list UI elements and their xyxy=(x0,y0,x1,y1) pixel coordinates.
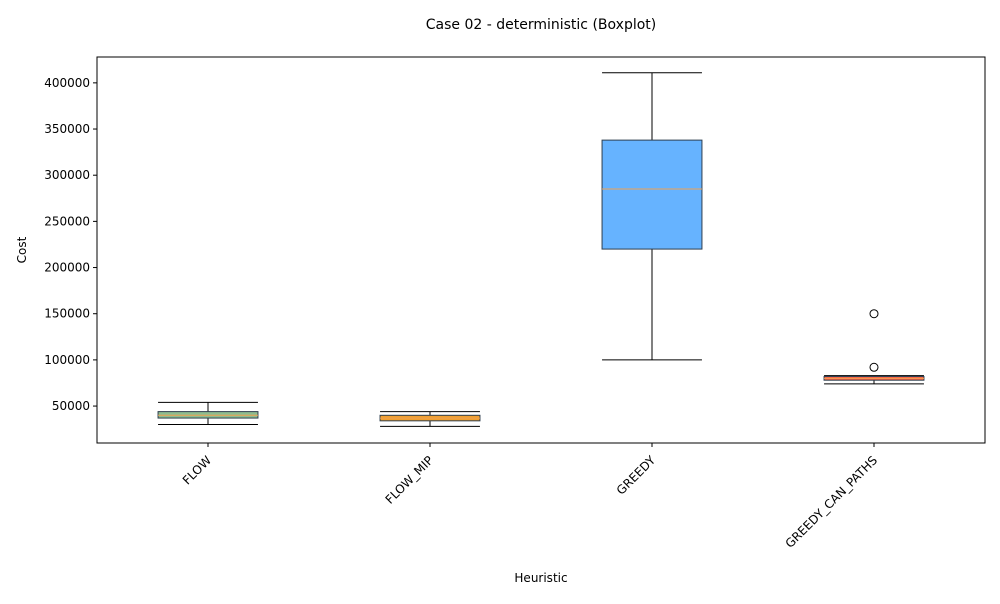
y-axis-label: Cost xyxy=(15,236,29,263)
outlier-point xyxy=(869,309,879,319)
x-axis-label: Heuristic xyxy=(514,571,567,585)
x-tick-label: FLOW_MIP xyxy=(383,453,436,506)
y-tick-label: 200000 xyxy=(44,261,90,275)
y-axis-ticks: 50000 100000 150000 200000 250000 300000 35000… xyxy=(44,76,97,413)
outlier-point xyxy=(869,362,879,372)
y-tick-label: 50000 xyxy=(52,399,90,413)
plot-area xyxy=(96,56,986,444)
box-flow xyxy=(157,401,259,426)
y-tick-label: 250000 xyxy=(44,214,90,228)
x-axis-ticks: FLOW FLOW_MIP GREEDY GREEDY_CAN_PATHS xyxy=(180,443,880,551)
y-tick-label: 150000 xyxy=(44,307,90,321)
y-tick-label: 350000 xyxy=(44,122,90,136)
box-iqr xyxy=(601,139,703,250)
y-tick-label: 300000 xyxy=(44,168,90,182)
x-tick-label: FLOW xyxy=(180,453,214,487)
boxes-layer xyxy=(157,72,925,427)
box-greedy-can-paths xyxy=(823,309,925,385)
box-greedy xyxy=(601,72,703,361)
y-tick-label: 100000 xyxy=(44,353,90,367)
chart-title: Case 02 - deterministic (Boxplot) xyxy=(426,17,656,33)
box-flow-mip xyxy=(379,411,481,427)
x-tick-label: GREEDY_CAN_PATHS xyxy=(783,453,881,551)
y-tick-label: 400000 xyxy=(44,76,90,90)
x-tick-label: GREEDY xyxy=(614,453,659,498)
